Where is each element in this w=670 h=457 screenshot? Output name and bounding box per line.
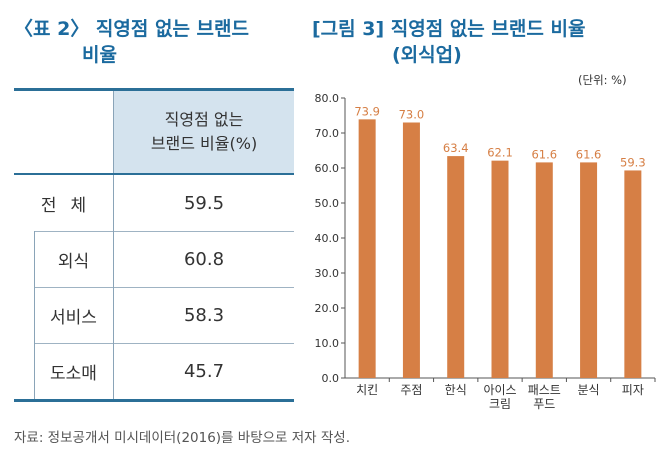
table-row-retail: 도소매 45.7: [14, 343, 294, 399]
x-tick-label: 분식: [578, 383, 600, 397]
x-tick-label: 아이스: [483, 383, 516, 397]
table-row-food: 외식 60.8: [14, 231, 294, 287]
y-tick-label: 0.0: [322, 372, 340, 385]
chart-title: [그림 3] 직영점 없는 브랜드 비율 (외식업): [312, 16, 662, 68]
x-tick-label: 피자: [622, 383, 644, 397]
bar-value-label: 61.6: [576, 147, 602, 161]
y-tick-label: 50.0: [315, 197, 340, 210]
chart-title-line2: (외식업): [392, 44, 462, 66]
y-tick-label: 10.0: [315, 337, 340, 350]
row-label: 외식: [57, 251, 90, 272]
bar: [491, 160, 509, 378]
row-value: 58.3: [183, 304, 225, 326]
bar-value-label: 63.4: [443, 141, 469, 155]
bar-value-label: 62.1: [487, 146, 513, 160]
bar: [447, 156, 465, 378]
bar-value-label: 59.3: [620, 155, 646, 169]
row-label: 도소매: [50, 363, 97, 384]
table-header-blank: [14, 91, 114, 173]
bar: [580, 162, 598, 378]
table-header-cell: 직영점 없는 브랜드 비율(%): [114, 91, 294, 173]
column-divider: [113, 175, 114, 399]
bar-value-label: 61.6: [531, 147, 557, 161]
chart-title-line1: [그림 3] 직영점 없는 브랜드 비율: [312, 18, 586, 40]
x-tick-label: 한식: [445, 383, 467, 397]
table-bottom-rule: [14, 399, 294, 402]
y-tick-label: 70.0: [315, 127, 340, 140]
table-title: 〈표 2〉 직영점 없는 브랜드 비율: [14, 16, 294, 68]
row-label: 전체: [40, 195, 101, 216]
table-top-rule: [14, 88, 294, 91]
bar-value-label: 73.9: [354, 104, 380, 118]
row-divider: [34, 287, 294, 288]
bar-chart: 0.0 10.0 20.0 30.0 40.0 50.0 60.0 70.0 80.0 73.9 치…: [315, 92, 656, 411]
row-value: 45.7: [183, 360, 225, 382]
table-title-line2: 비율: [82, 44, 117, 66]
x-tick-label: 푸드: [533, 397, 555, 411]
x-tick-label: 치킨: [356, 383, 378, 397]
group-divider: [34, 231, 35, 399]
table-title-line1: 〈표 2〉 직영점 없는 브랜드: [14, 18, 249, 40]
y-tick-label: 30.0: [315, 267, 340, 280]
table-row-service: 서비스 58.3: [14, 287, 294, 343]
row-label: 서비스: [50, 307, 97, 328]
row-divider: [34, 231, 294, 232]
y-tick-label: 60.0: [315, 162, 340, 175]
y-tick-label: 20.0: [315, 302, 340, 315]
x-tick-label: 주점: [400, 383, 422, 397]
table-header-line1: 직영점 없는: [164, 110, 244, 129]
bar: [358, 119, 376, 378]
row-value: 60.8: [183, 248, 225, 270]
bar: [624, 170, 642, 378]
row-divider: [34, 343, 294, 344]
source-note: 자료: 정보공개서 미시데이터(2016)를 바탕으로 저자 작성.: [14, 430, 351, 446]
row-value: 59.5: [183, 192, 225, 214]
table-row-total: 전체 59.5: [14, 175, 294, 231]
ratio-table: 직영점 없는 브랜드 비율(%) 전체 59.5 외식 60.8 서비스 58.…: [14, 88, 294, 402]
x-tick-label: 크림: [489, 397, 511, 411]
table-header-line2: 브랜드 비율(%): [150, 134, 258, 153]
y-tick-label: 80.0: [315, 92, 340, 105]
bar: [402, 122, 420, 378]
chart-unit: (단위: %): [578, 73, 627, 87]
table-header: 직영점 없는 브랜드 비율(%): [14, 91, 294, 175]
bar: [535, 162, 553, 378]
y-tick-label: 40.0: [315, 232, 340, 245]
x-tick-label: 패스트: [528, 383, 561, 397]
bar-value-label: 73.0: [399, 108, 425, 122]
